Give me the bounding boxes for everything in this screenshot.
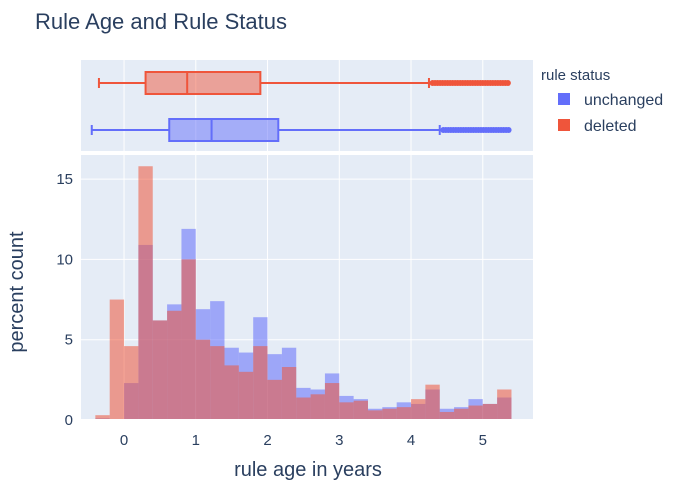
x-tick-label: 1	[192, 432, 200, 449]
histogram-bar	[181, 259, 196, 420]
histogram-bar	[267, 379, 282, 420]
x-tick-label: 5	[479, 432, 487, 449]
box-deleted	[97, 71, 511, 95]
box-unchanged	[90, 118, 512, 142]
y-tick-label: 0	[65, 412, 73, 429]
histogram-bar	[382, 408, 397, 420]
histogram-bar	[253, 346, 268, 420]
histogram-bar	[124, 346, 139, 420]
histogram-bar	[281, 367, 297, 420]
histogram-bar	[324, 383, 340, 420]
histogram-bar	[454, 408, 469, 420]
legend-swatch-deleted	[558, 119, 570, 131]
histogram-bar	[167, 310, 182, 420]
histogram-bar	[339, 402, 354, 420]
box-iqr	[168, 118, 280, 142]
histogram-bar	[152, 320, 168, 420]
legend: rule status unchanged deleted	[541, 67, 663, 135]
chart-title: Rule Age and Rule Status	[35, 9, 287, 34]
histogram-bar	[425, 384, 440, 420]
histogram-bar	[109, 299, 125, 420]
y-axis-title: percent count	[6, 231, 28, 353]
histogram-bar	[367, 410, 383, 420]
histogram-bar	[396, 407, 412, 420]
histogram-bar	[310, 394, 325, 420]
x-axis-title: rule age in years	[234, 459, 382, 481]
box-iqr	[144, 71, 262, 95]
x-tick-label: 0	[120, 432, 128, 449]
histogram-bar	[411, 399, 426, 420]
histogram-series-deleted	[95, 166, 512, 420]
legend-title: rule status	[541, 67, 610, 84]
histogram-bar	[210, 346, 225, 420]
histogram-panel: 0 1 2 3 4 5 0 5 10 15	[56, 155, 533, 449]
histogram-bar	[353, 400, 368, 420]
y-tick-label: 5	[65, 332, 73, 349]
box-plot-panel	[81, 60, 533, 151]
x-tick-label: 2	[263, 432, 271, 449]
histogram-bar	[296, 397, 311, 420]
x-tick-label: 3	[335, 432, 343, 449]
histogram-bar	[482, 403, 498, 420]
y-tick-label: 15	[56, 171, 73, 188]
histogram-bar	[95, 415, 110, 420]
x-tick-label: 4	[407, 432, 415, 449]
histogram-bar	[195, 339, 211, 420]
legend-swatch-unchanged	[558, 93, 570, 105]
y-tick-label: 10	[56, 251, 73, 268]
legend-label-unchanged[interactable]: unchanged	[584, 92, 663, 109]
histogram-bar	[238, 371, 254, 420]
histogram-bar	[497, 389, 512, 420]
histogram-bar	[439, 411, 455, 420]
histogram-bar	[138, 166, 153, 420]
box-outlier-point	[504, 80, 511, 86]
legend-label-deleted[interactable]: deleted	[584, 118, 637, 135]
histogram-bar	[224, 365, 239, 420]
histogram-bar	[468, 405, 483, 420]
box-outlier-point	[505, 127, 512, 133]
